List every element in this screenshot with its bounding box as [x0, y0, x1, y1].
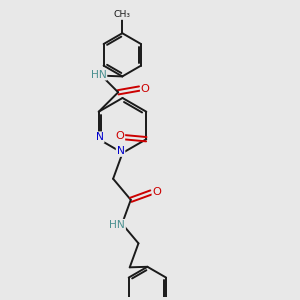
Text: N: N [117, 146, 124, 156]
Text: O: O [141, 83, 150, 94]
Text: O: O [116, 131, 124, 141]
Text: HN: HN [91, 70, 106, 80]
Text: N: N [96, 132, 104, 142]
Text: O: O [152, 188, 161, 197]
Text: CH₃: CH₃ [114, 10, 131, 19]
Text: HN: HN [109, 220, 125, 230]
